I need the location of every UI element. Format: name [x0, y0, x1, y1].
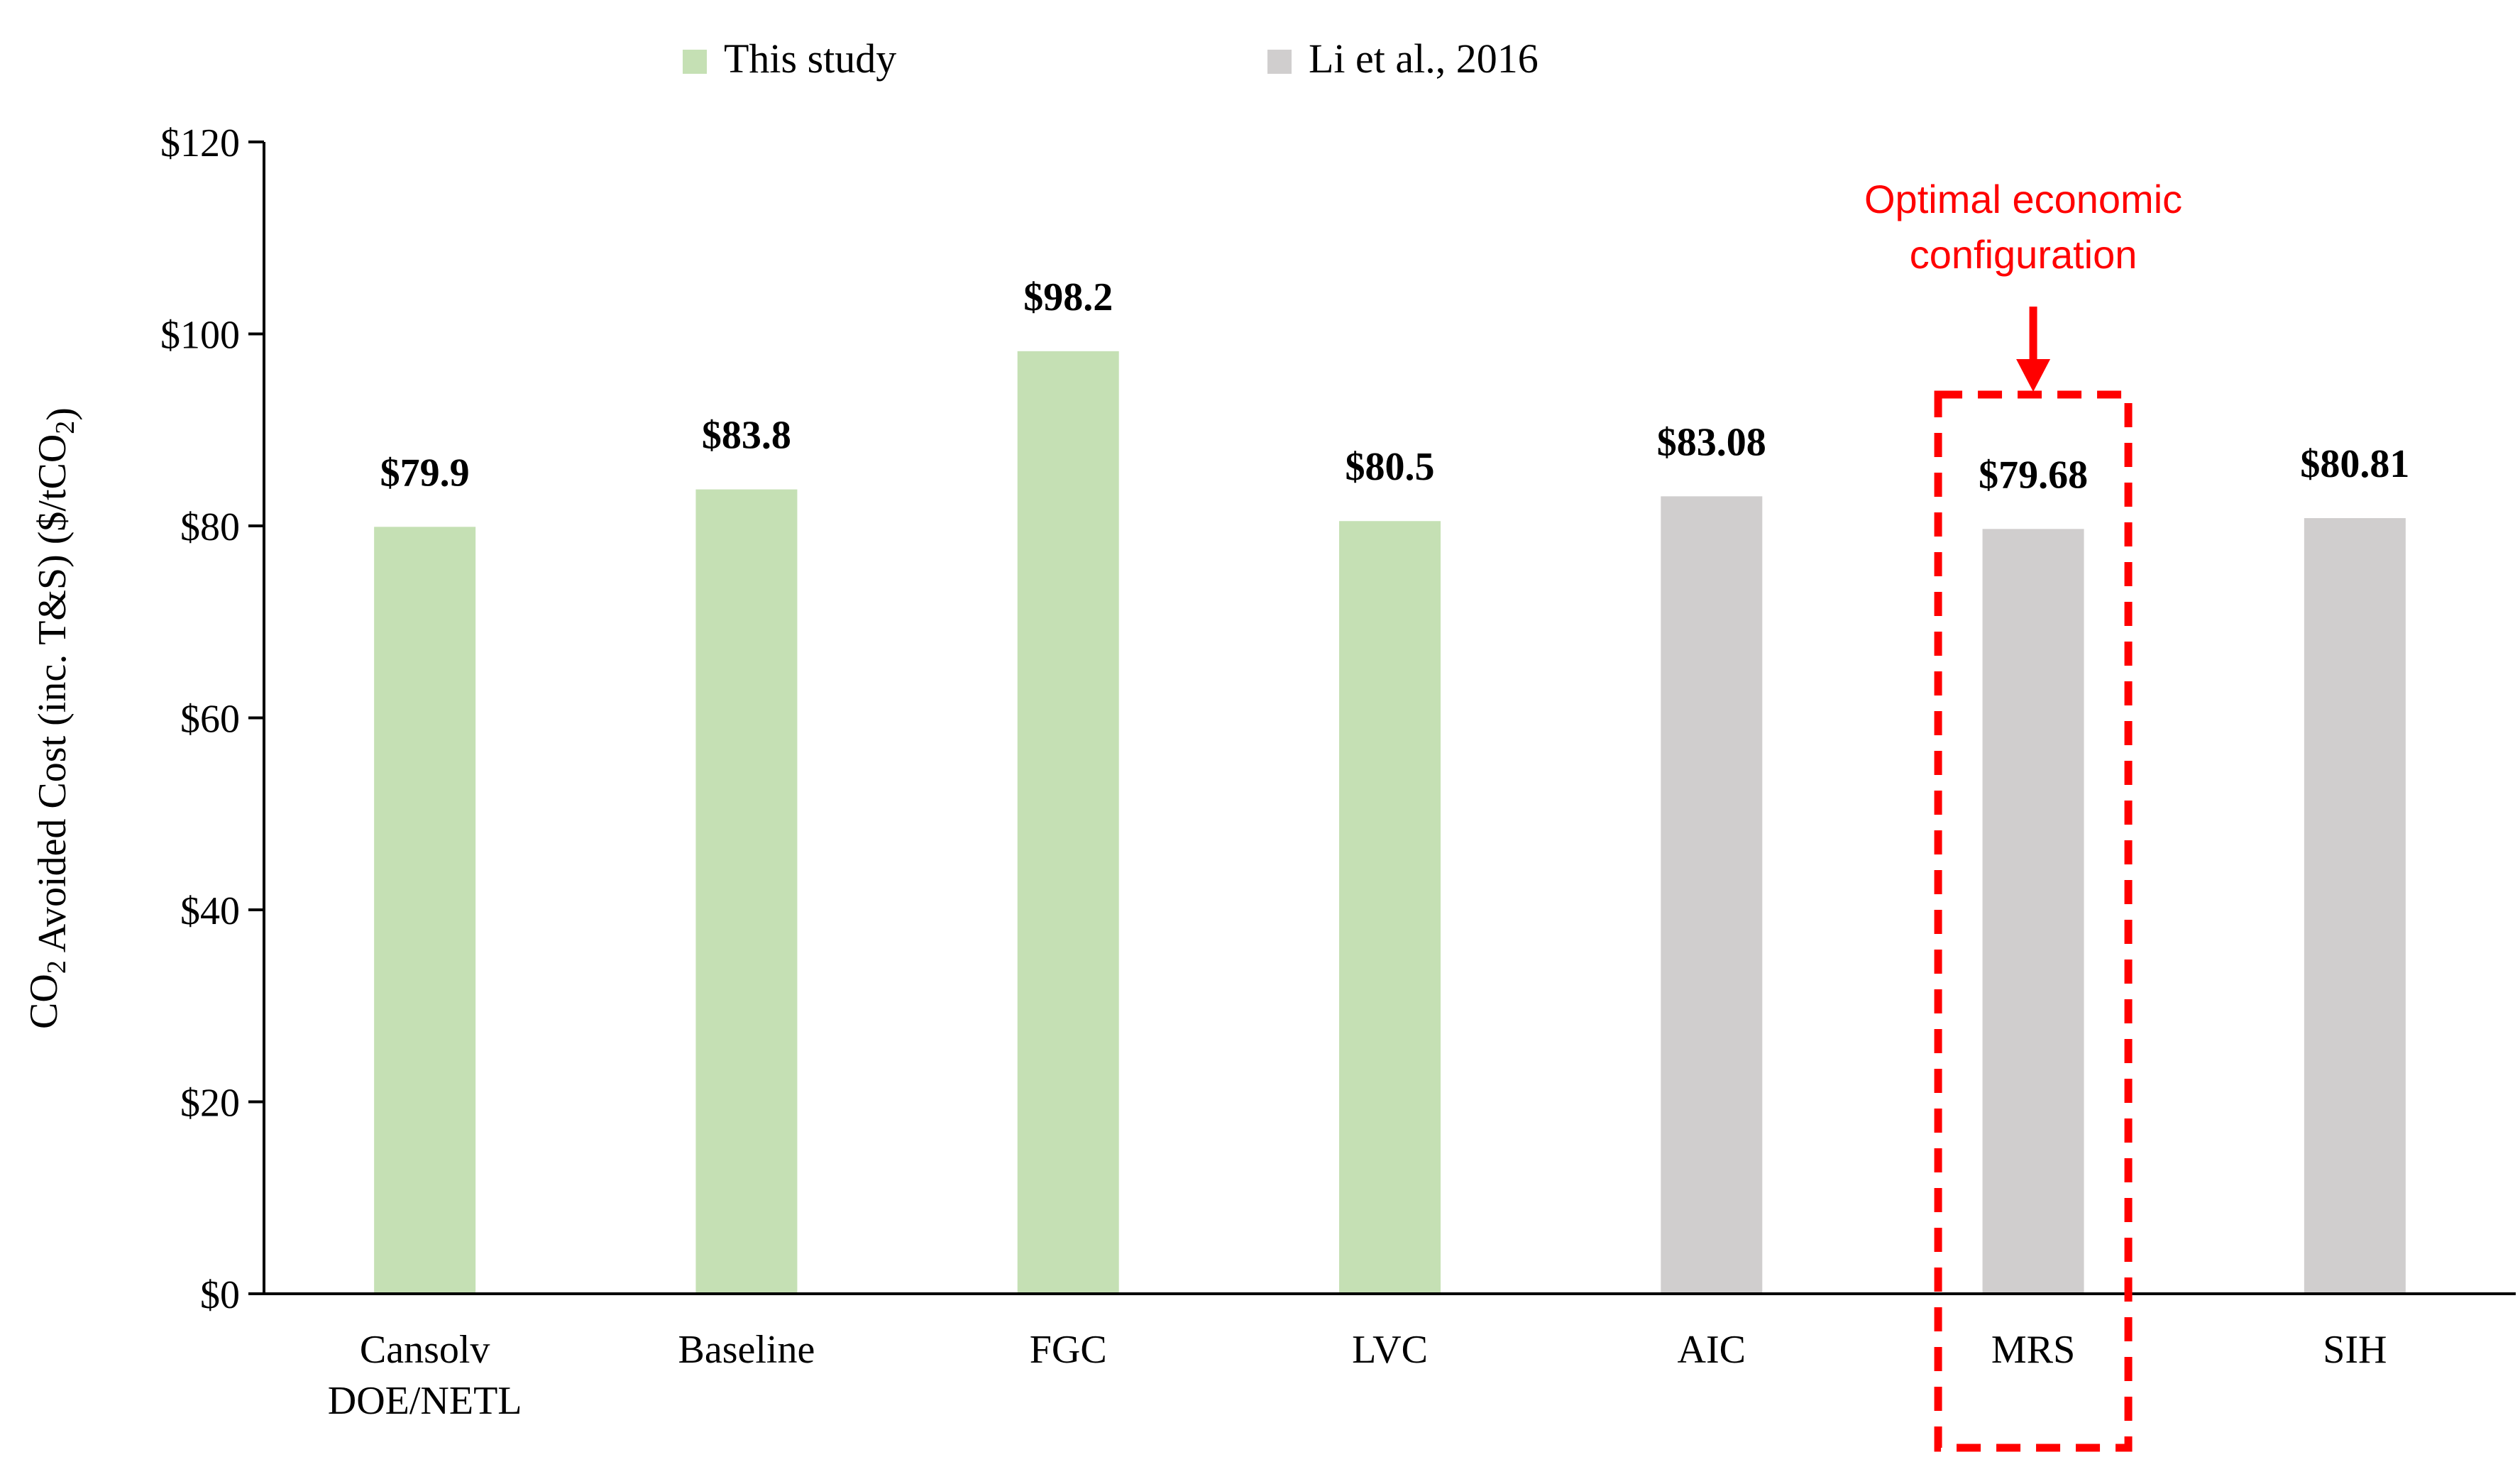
bar: [1339, 521, 1441, 1294]
y-axis-title: CO2 Avoided Cost (inc. T&S) ($/tCO2): [22, 407, 83, 1029]
highlight-box: [1934, 390, 2133, 1452]
bar: [2304, 518, 2406, 1294]
x-tick-label: FGC: [1030, 1328, 1107, 1372]
bar: [1017, 351, 1119, 1294]
annotation-text-line1: Optimal economic: [1864, 177, 2182, 221]
y-tick-label: $0: [200, 1273, 240, 1317]
y-tick-label: $60: [180, 698, 240, 742]
optimal-annotation: Optimal economic configuration: [1864, 177, 2182, 1452]
arrow-head: [2016, 359, 2051, 392]
data-label: $79.9: [380, 451, 470, 495]
x-tick-label: LVC: [1352, 1328, 1428, 1372]
bar: [1982, 529, 2084, 1294]
x-tick-label: SIH: [2323, 1328, 2387, 1372]
y-tick-label: $120: [160, 121, 240, 165]
y-tick-label: $40: [180, 889, 240, 933]
legend-swatch: [1267, 50, 1292, 74]
bars: $79.9 $83.8 $98.2 $80.5 $83.08 $79.68 $80.81: [374, 275, 2409, 1294]
bar: [1661, 496, 1763, 1294]
y-tick-label: $80: [180, 505, 240, 549]
x-tick-label: Baseline: [678, 1328, 815, 1372]
data-label: $83.8: [702, 414, 791, 458]
data-label: $79.68: [1979, 453, 2088, 497]
y-tick-label: $100: [160, 314, 240, 358]
y-axis: $0 $20 $40 $60 $80 $100 $120 CO2 Avoided Cost (…: [22, 121, 265, 1317]
bar: [374, 527, 476, 1294]
data-label: $83.08: [1657, 420, 1766, 464]
data-label: $80.81: [2300, 442, 2409, 486]
data-label: $80.5: [1346, 445, 1435, 489]
x-axis: Cansolv DOE/NETL Baseline FGC LVC AIC MRS SIH: [264, 1292, 2516, 1423]
legend-label: Li et al., 2016: [1309, 35, 1539, 82]
y-tick-label: $20: [180, 1082, 240, 1126]
bar: [695, 489, 798, 1294]
annotation-text-line2: configuration: [1910, 232, 2137, 277]
legend-label: This study: [724, 35, 896, 82]
legend-swatch: [683, 50, 707, 74]
data-label: $98.2: [1023, 275, 1113, 319]
x-tick-label: Cansolv DOE/NETL: [328, 1328, 522, 1423]
x-tick-label: MRS: [1991, 1328, 2075, 1372]
x-tick-label: AIC: [1678, 1328, 1746, 1372]
legend: This study Li et al., 2016: [683, 35, 1539, 82]
